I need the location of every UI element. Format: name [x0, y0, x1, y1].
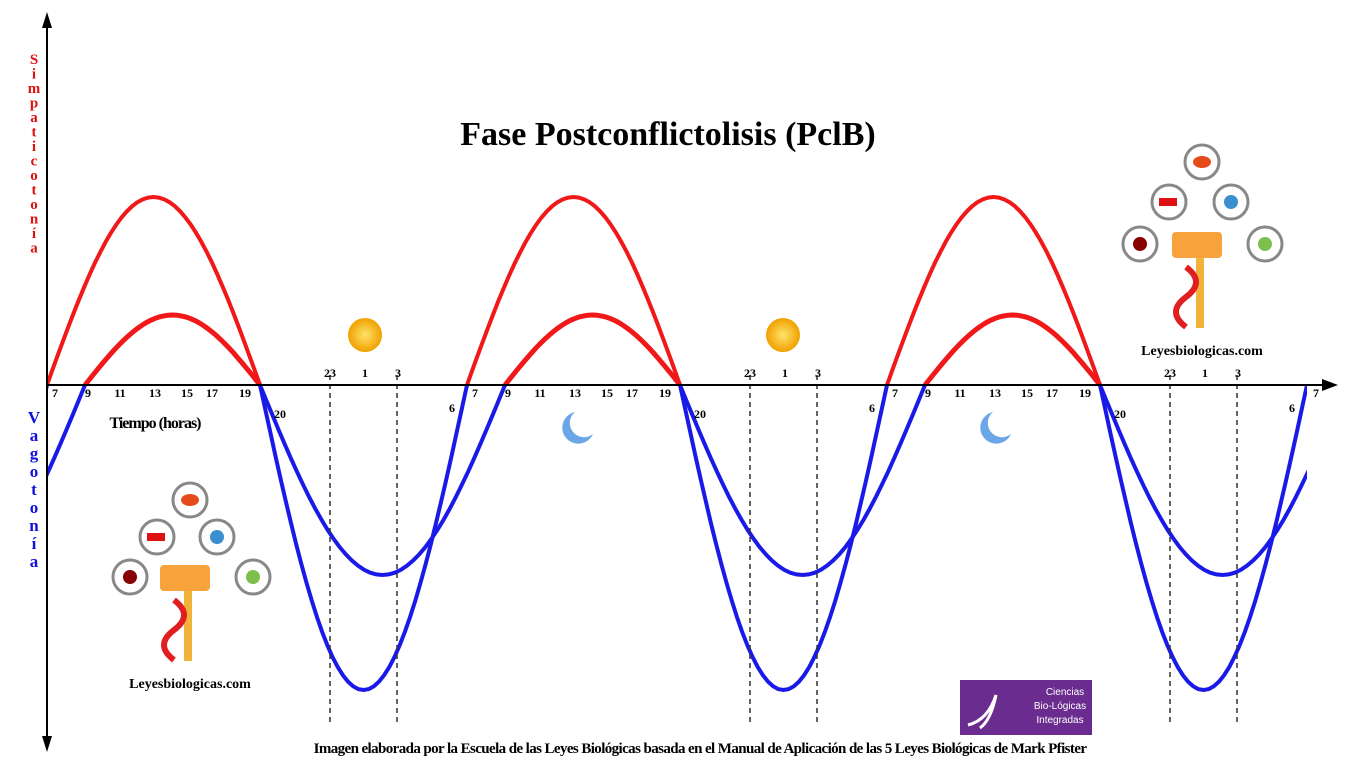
hour-label: 3 — [1235, 366, 1241, 380]
hour-label: 17 — [626, 386, 638, 400]
sympathetic-curve — [467, 197, 680, 385]
hour-label: 6 — [1289, 401, 1295, 415]
hour-label: 19 — [239, 386, 251, 400]
hour-label: 11 — [114, 386, 125, 400]
hour-label: 7 — [892, 386, 898, 400]
upper-axis-label: Simpaticotonía — [26, 52, 42, 255]
hour-label: 9 — [505, 386, 511, 400]
hour-label: 23 — [324, 366, 336, 380]
badge-text: Integradas — [1036, 715, 1083, 726]
hour-label: 20 — [694, 407, 706, 421]
hour-label: 19 — [659, 386, 671, 400]
hour-label: 6 — [449, 401, 455, 415]
hour-label: 3 — [815, 366, 821, 380]
hour-label: 7 — [1313, 386, 1319, 400]
hour-label: 17 — [206, 386, 218, 400]
hour-label: 15 — [1021, 386, 1033, 400]
hour-label: 3 — [395, 366, 401, 380]
hour-label: 9 — [85, 386, 91, 400]
logo-text: Leyesbiologicas.com — [1141, 344, 1263, 359]
hour-label: 20 — [1114, 407, 1126, 421]
hour-label: 15 — [181, 386, 193, 400]
sympathetic-curve — [925, 315, 1100, 385]
hour-label: 13 — [989, 386, 1001, 400]
title: Fase Postconflictolisis (PclB) — [460, 116, 875, 153]
hour-label: 1 — [1202, 366, 1208, 380]
badge: Ciencias Bio-Lógicas Integradas — [960, 680, 1092, 735]
hour-label: 20 — [274, 407, 286, 421]
hour-label: 15 — [601, 386, 613, 400]
vagotonic-curve — [260, 385, 467, 690]
hour-label: 7 — [52, 386, 58, 400]
diagram: Simpaticotonía Vagotonía Fase Postconfli… — [0, 0, 1356, 760]
arrow — [1322, 379, 1338, 391]
arrow — [42, 736, 52, 752]
vagotonic-curve — [1100, 385, 1307, 690]
arrow — [42, 12, 52, 28]
badge-text: Ciencias — [1046, 687, 1084, 698]
sympathetic-curve — [887, 197, 1100, 385]
hour-label: 13 — [149, 386, 161, 400]
badge-text: Bio-Lógicas — [1034, 701, 1086, 712]
night-markers — [330, 375, 1237, 725]
hour-label: 11 — [534, 386, 545, 400]
hour-label: 19 — [1079, 386, 1091, 400]
hour-label: 17 — [1046, 386, 1058, 400]
hour-label: 9 — [925, 386, 931, 400]
curves — [0, 197, 1345, 690]
x-axis-label: Tiempo (horas) — [109, 415, 201, 432]
sympathetic-curve — [505, 315, 680, 385]
hour-label: 1 — [782, 366, 788, 380]
sympathetic-curve — [85, 315, 260, 385]
logo: Leyesbiologicas.com — [113, 483, 270, 692]
hour-label: 11 — [954, 386, 965, 400]
footer: Imagen elaborada por la Escuela de las L… — [314, 741, 1088, 757]
hour-label: 7 — [472, 386, 478, 400]
hour-label: 23 — [1164, 366, 1176, 380]
sympathetic-curve — [47, 197, 260, 385]
hour-label: 6 — [869, 401, 875, 415]
hour-label: 23 — [744, 366, 756, 380]
logo: Leyesbiologicas.com — [1123, 145, 1282, 359]
vagotonic-curve — [680, 385, 887, 690]
hour-label: 1 — [362, 366, 368, 380]
lower-axis-label: Vagotonía — [25, 408, 44, 570]
logo-text: Leyesbiologicas.com — [129, 677, 251, 692]
hour-label: 13 — [569, 386, 581, 400]
